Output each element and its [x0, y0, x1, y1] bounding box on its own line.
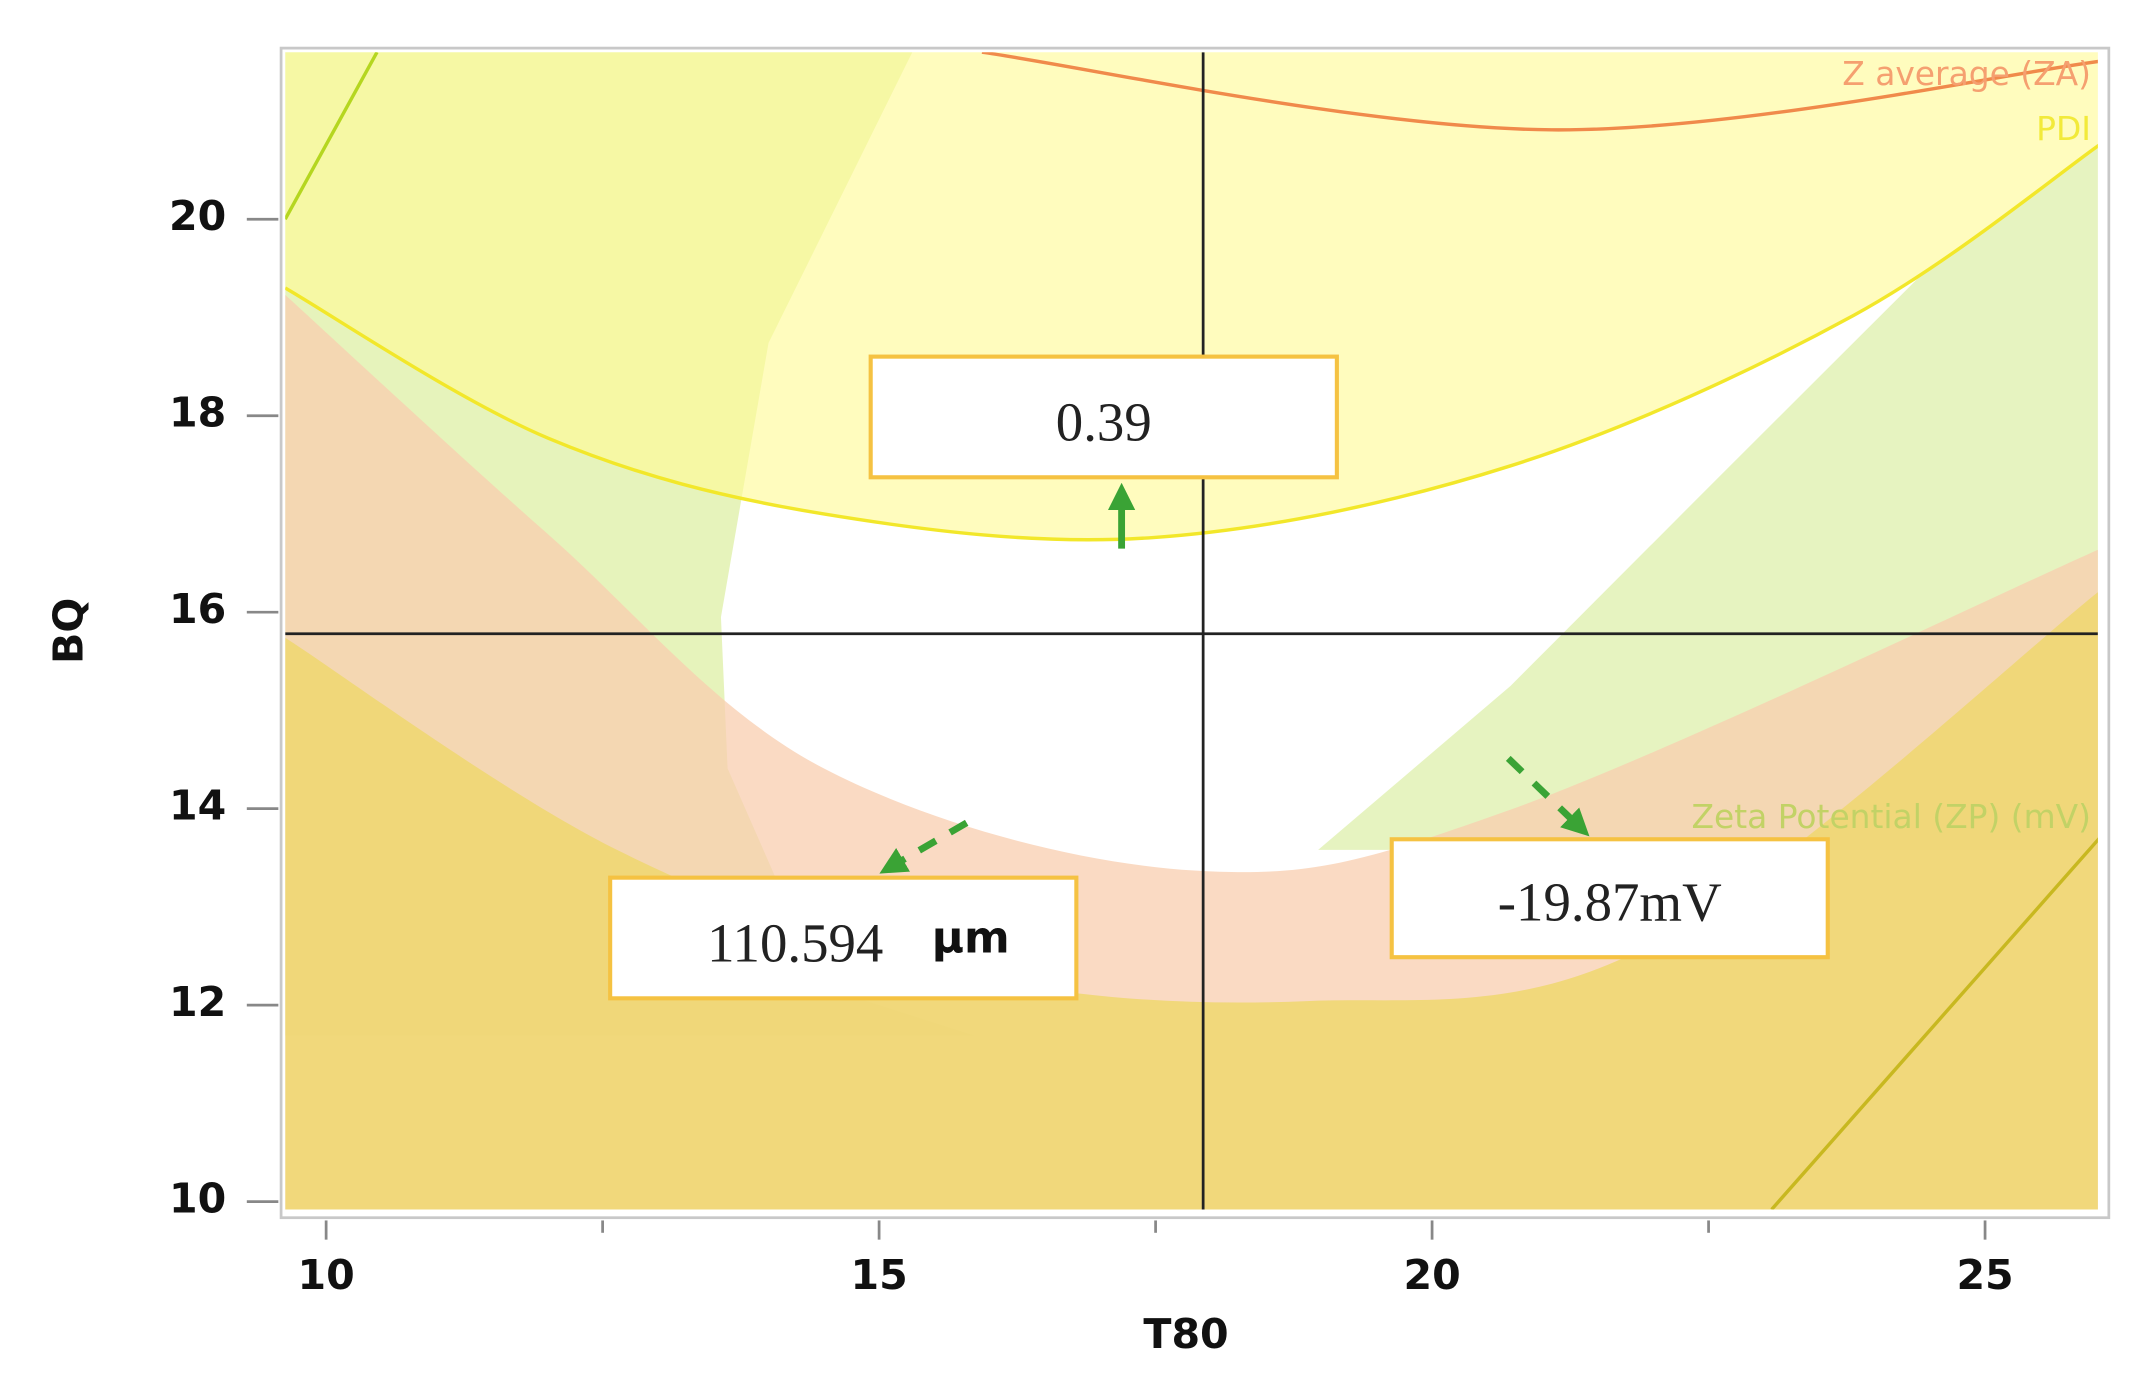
- annotation-box: [608, 875, 1079, 1001]
- annotation-arrow: [879, 819, 969, 874]
- annotation-value: -19.87mV: [1498, 871, 1722, 932]
- x-axis-title: T80: [1143, 1310, 1228, 1358]
- annotation-value: 110.594: [707, 913, 883, 974]
- x-tick-label: 10: [298, 1251, 355, 1299]
- x-tick-label: 15: [850, 1251, 907, 1299]
- annotation-box: [868, 354, 1339, 480]
- x-tick-label: 20: [1403, 1251, 1460, 1299]
- y-tick-label: 18: [169, 389, 226, 437]
- annotation-unit: µm: [932, 913, 1010, 964]
- annotation-box: [1389, 837, 1830, 960]
- contour-line: [981, 52, 2098, 132]
- annotation-value: 0.39: [1056, 392, 1152, 453]
- y-tick-label: 10: [169, 1175, 226, 1223]
- region: [285, 592, 2098, 1210]
- contour-line: [285, 52, 379, 221]
- region: [285, 52, 2098, 540]
- y-tick-label: 20: [169, 192, 226, 240]
- y-tick-label: 16: [169, 585, 226, 633]
- y-axis-title: BQ: [44, 598, 92, 664]
- contour-line: [1770, 837, 2098, 1210]
- contour-line: [285, 143, 2098, 542]
- contour-label: PDI: [2036, 109, 2091, 148]
- overlay-layer: Z average (ZA) PDI Zeta Potential (ZP) (mV…: [169, 46, 2111, 1299]
- y-tick-label: 12: [169, 978, 226, 1026]
- x-tick-label: 25: [1956, 1251, 2013, 1299]
- y-tick-label: 14: [169, 782, 226, 830]
- annotation-arrow: [1505, 755, 1590, 837]
- plot-border: [279, 46, 2111, 1220]
- contour-label: Zeta Potential (ZP) (mV): [1691, 797, 2091, 836]
- contour-label: Z average (ZA): [1842, 54, 2091, 93]
